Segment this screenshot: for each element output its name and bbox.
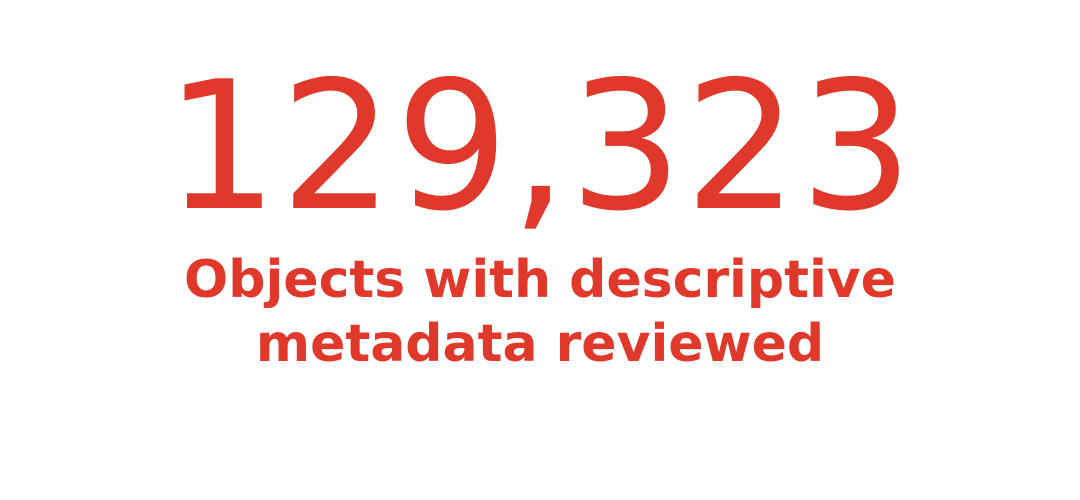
stat-caption: Objects with descriptive metadata review…: [184, 250, 896, 374]
stat-number: 129,323: [164, 43, 916, 250]
